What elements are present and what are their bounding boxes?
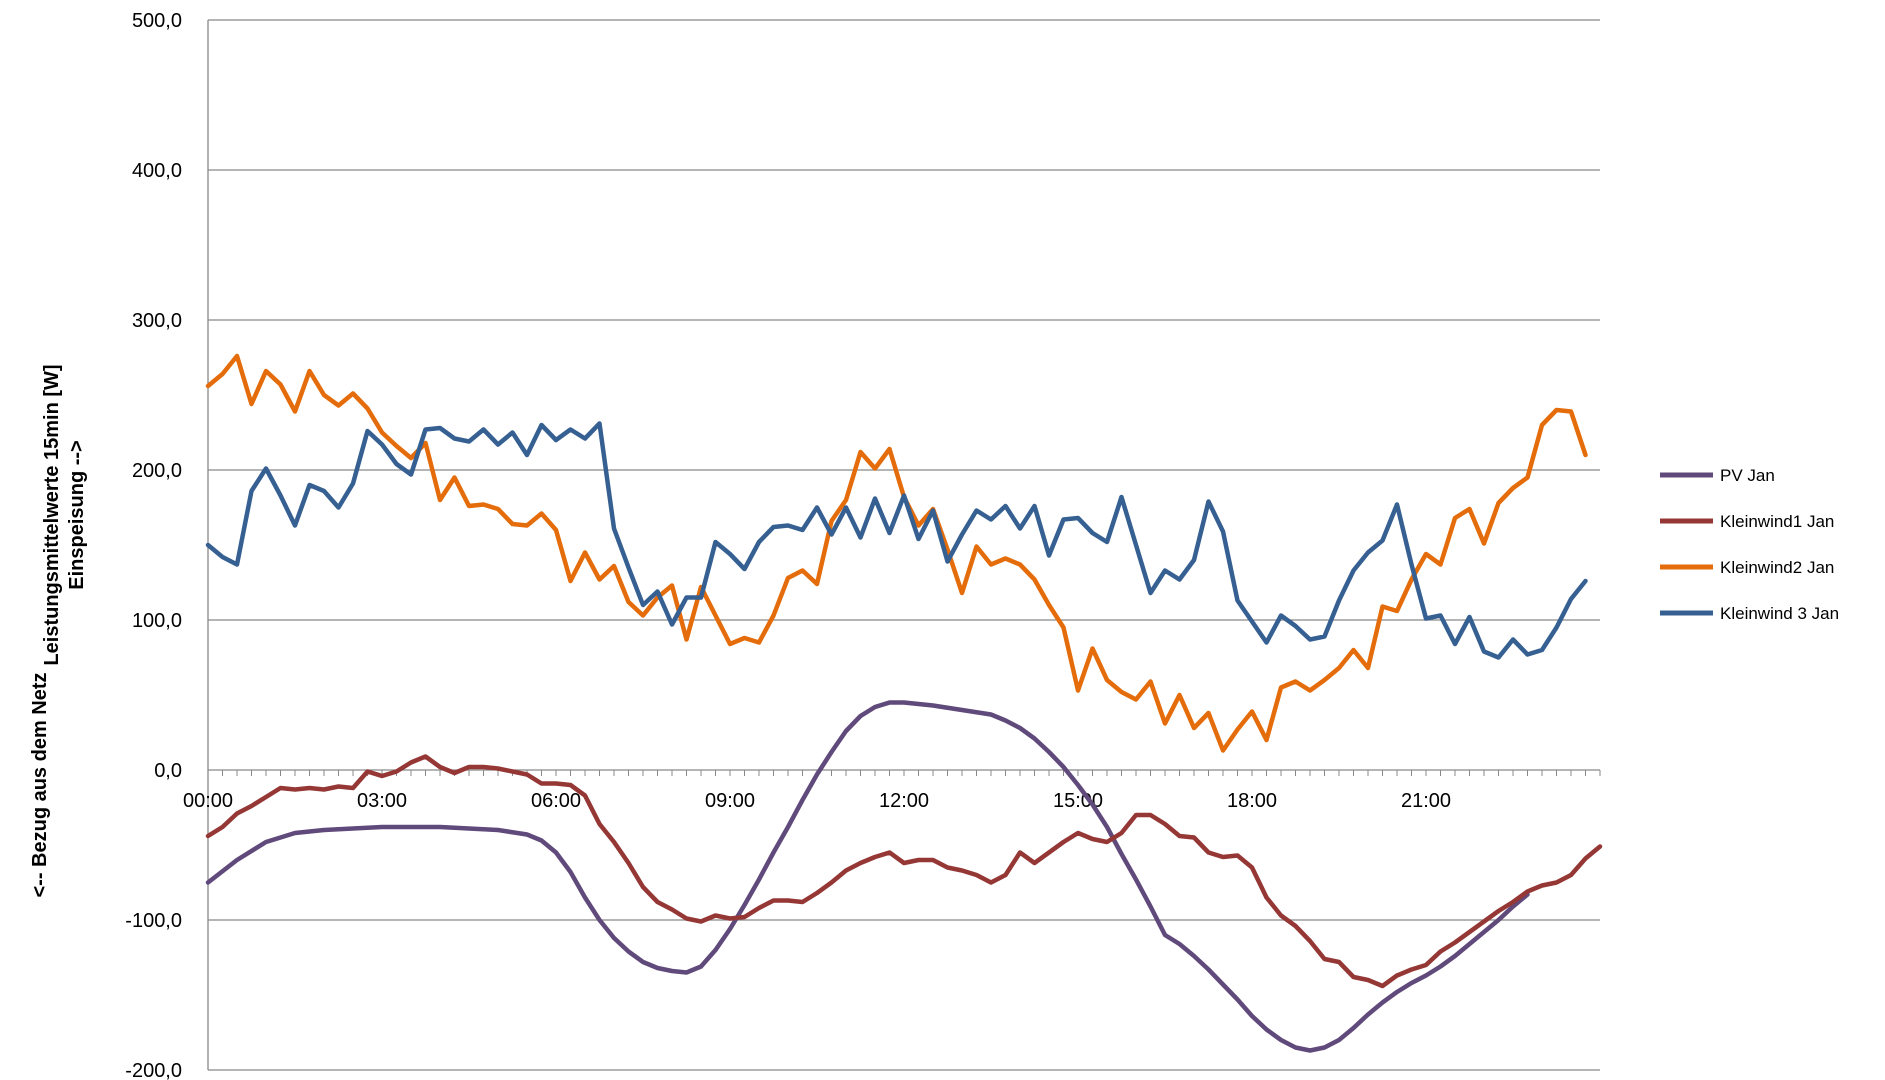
x-tick-label: 03:00 <box>357 790 407 812</box>
series-lines <box>205 353 1603 1053</box>
y-tick-label: 400,0 <box>132 160 182 182</box>
series-line-pv-jan <box>205 700 1530 1053</box>
x-tick-label: 00:00 <box>183 790 233 812</box>
y-axis-tick-labels: 500,0 400,0 300,0 200,0 100,0 0,0 -100,0 -200,0 <box>125 10 182 1080</box>
x-tick-label: 09:00 <box>705 790 755 812</box>
x-tick-label: 12:00 <box>879 790 929 812</box>
y-tick-label: 500,0 <box>132 10 182 32</box>
x-tick-label: 21:00 <box>1401 790 1451 812</box>
y-tick-label: -200,0 <box>125 1060 182 1080</box>
y-tick-label: 0,0 <box>154 760 182 782</box>
gridlines <box>208 19 1600 1071</box>
legend-label: Kleinwind 3 Jan <box>1720 604 1839 623</box>
x-tick-label: 15:00 <box>1053 790 1103 812</box>
x-tick-label: 06:00 <box>531 790 581 812</box>
series-line-kleinwind-3-jan <box>205 421 1588 660</box>
x-tick-label: 18:00 <box>1227 790 1277 812</box>
y-axis-label: Leistungsmittelwerte 15min [W] Einspeisu… <box>29 364 88 897</box>
y-tick-label: 100,0 <box>132 610 182 632</box>
y-axis-label-line-3: <-- Bezug aus dem Netz <box>29 672 51 897</box>
y-tick-label: -100,0 <box>125 910 182 932</box>
x-axis <box>207 20 1601 1070</box>
y-tick-label: 200,0 <box>132 460 182 482</box>
x-axis-tick-labels: 00:00 03:00 06:00 09:00 12:00 15:00 18:00 21:00 <box>183 790 1451 812</box>
legend-label: PV Jan <box>1720 466 1775 485</box>
legend-label: Kleinwind2 Jan <box>1720 558 1834 577</box>
y-tick-label: 300,0 <box>132 310 182 332</box>
legend-label: Kleinwind1 Jan <box>1720 512 1834 531</box>
series-line-kleinwind2-jan <box>205 353 1588 753</box>
y-axis-label-line-2: Einspeisung --> <box>66 440 88 589</box>
legend: PV Jan Kleinwind1 Jan Kleinwind2 Jan Kleinw… <box>1660 466 1839 623</box>
y-axis-label-line-1: Leistungsmittelwerte 15min [W] <box>41 364 63 665</box>
series-line-kleinwind1-jan <box>205 754 1603 989</box>
